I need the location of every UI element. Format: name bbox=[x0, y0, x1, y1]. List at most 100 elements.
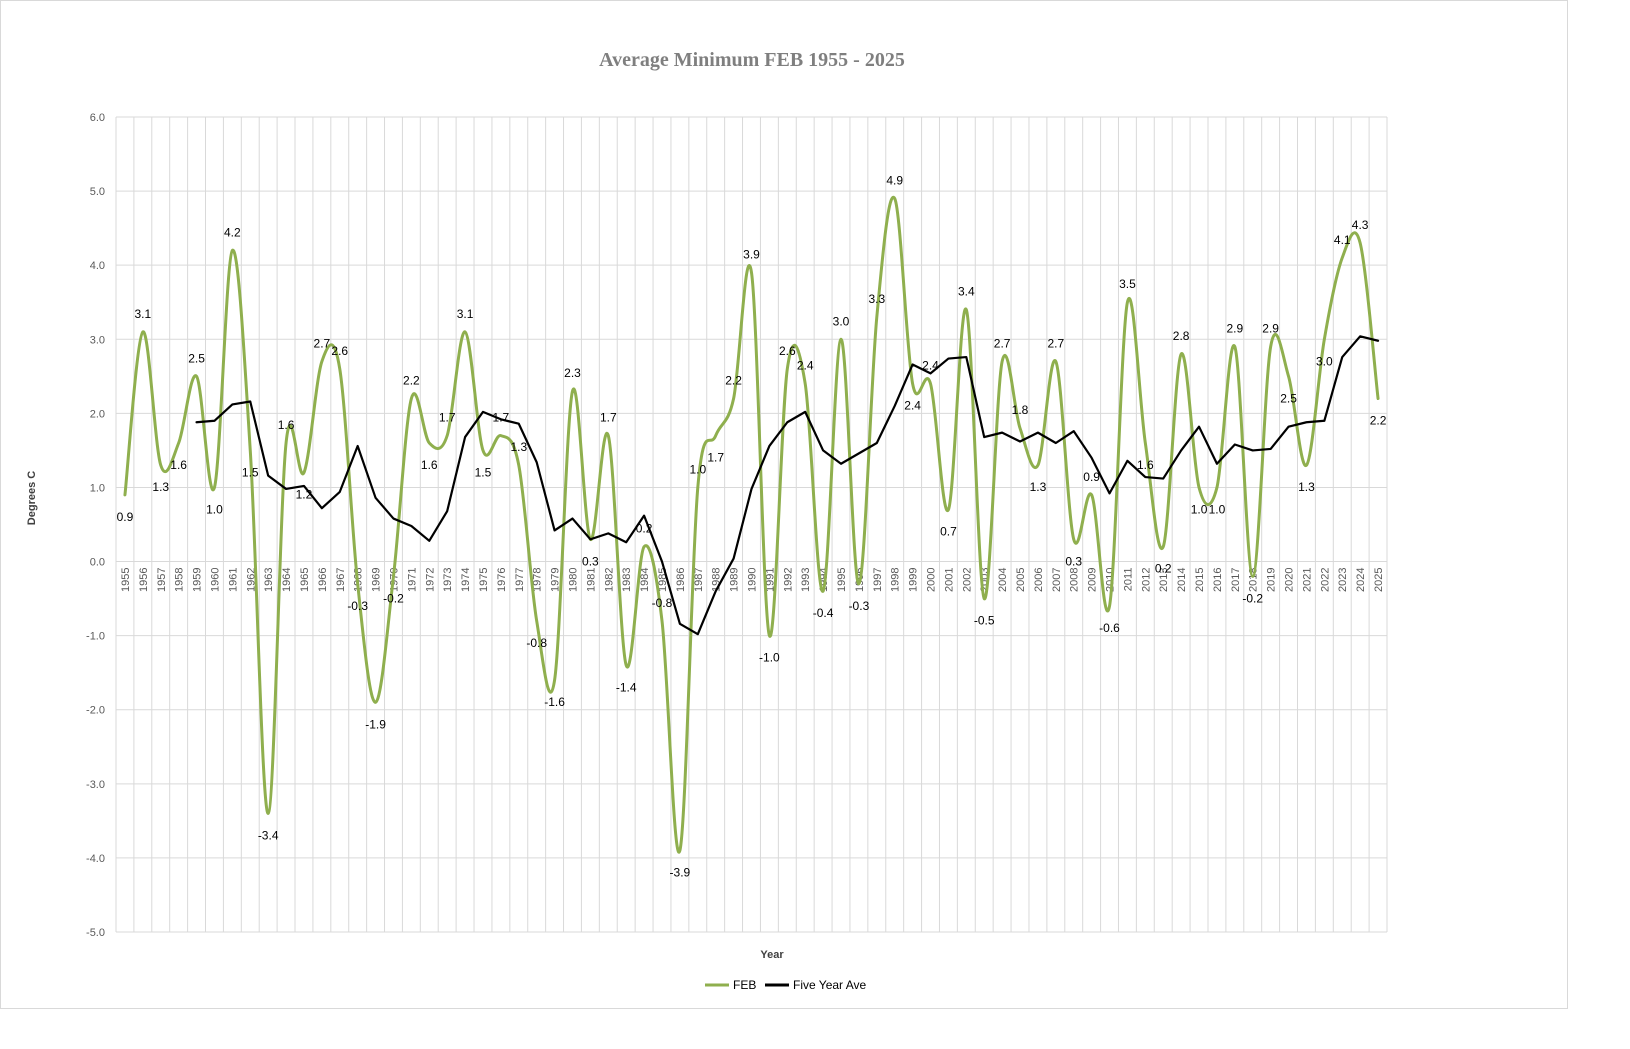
data-label: 2.5 bbox=[188, 351, 205, 365]
x-tick-label: 1966 bbox=[317, 568, 329, 592]
x-tick-label: 2021 bbox=[1301, 568, 1313, 592]
legend: FEB Five Year Ave bbox=[705, 978, 866, 992]
x-tick-label: 2022 bbox=[1319, 568, 1331, 592]
data-label: -0.3 bbox=[849, 599, 870, 613]
x-tick-label: 1983 bbox=[621, 568, 633, 592]
data-label: 1.6 bbox=[170, 458, 187, 472]
data-label: 3.1 bbox=[457, 307, 474, 321]
x-tick-label: 1969 bbox=[371, 568, 383, 592]
data-label: 0.2 bbox=[636, 522, 653, 536]
data-label: 3.9 bbox=[743, 248, 760, 262]
data-label: -0.4 bbox=[813, 606, 834, 620]
x-tick-label: 1999 bbox=[908, 568, 920, 592]
series-line-feb bbox=[123, 195, 1380, 854]
data-label: -0.2 bbox=[383, 591, 404, 605]
x-tick-label: 2012 bbox=[1140, 568, 1152, 592]
x-tick-label: 1986 bbox=[675, 568, 687, 592]
x-tick-label: 1971 bbox=[406, 568, 418, 592]
y-tick-label: -4.0 bbox=[86, 853, 105, 865]
data-label: 4.2 bbox=[224, 225, 241, 239]
x-tick-label: 2000 bbox=[926, 568, 938, 592]
data-label: 2.7 bbox=[1047, 337, 1064, 351]
data-label: 0.9 bbox=[1083, 470, 1100, 484]
data-label: 4.9 bbox=[886, 174, 903, 188]
data-label: 4.1 bbox=[1334, 233, 1351, 247]
data-label: -0.6 bbox=[1099, 621, 1120, 635]
x-tick-label: 2002 bbox=[961, 568, 973, 592]
x-tick-label: 2005 bbox=[1015, 568, 1027, 592]
data-label: 0.2 bbox=[1155, 562, 1172, 576]
data-label: -0.8 bbox=[652, 596, 673, 610]
x-tick-label: 1965 bbox=[299, 568, 311, 592]
x-tick-label: 2025 bbox=[1373, 568, 1385, 592]
data-label: 1.5 bbox=[475, 465, 492, 479]
x-tick-label: 2015 bbox=[1194, 568, 1206, 592]
data-label: 2.4 bbox=[904, 399, 921, 413]
x-tick-label: 2001 bbox=[943, 568, 955, 592]
y-tick-label: -2.0 bbox=[86, 705, 105, 717]
y-tick-label: 0.0 bbox=[90, 557, 105, 569]
data-labels: 0.93.11.31.62.51.04.21.5-3.41.61.22.72.6… bbox=[117, 174, 1387, 880]
data-label: 2.2 bbox=[403, 374, 420, 388]
data-label: 0.7 bbox=[940, 525, 957, 539]
series-lines bbox=[123, 195, 1380, 854]
x-tick-label: 2016 bbox=[1212, 568, 1224, 592]
x-tick-label: 1997 bbox=[872, 568, 884, 592]
data-label: 1.3 bbox=[152, 480, 169, 494]
y-tick-label: 6.0 bbox=[90, 112, 105, 124]
y-tick-label: -3.0 bbox=[86, 779, 105, 791]
data-label: 2.4 bbox=[922, 359, 939, 373]
data-label: 3.5 bbox=[1119, 277, 1136, 291]
chart-frame: Average Minimum FEB 1955 - 2025 -5.0 -4.0… bbox=[0, 0, 1568, 1009]
x-tick-label: 1975 bbox=[478, 568, 490, 592]
x-tick-label: 1978 bbox=[532, 568, 544, 592]
x-tick-label: 1959 bbox=[192, 568, 204, 592]
y-tick-label: -1.0 bbox=[86, 631, 105, 643]
data-label: 0.9 bbox=[117, 510, 134, 524]
data-label: 2.5 bbox=[1280, 391, 1297, 405]
data-label: 1.0 bbox=[1209, 502, 1226, 516]
data-label: 2.9 bbox=[1226, 322, 1243, 336]
data-label: 1.6 bbox=[421, 458, 438, 472]
y-tick-label: 5.0 bbox=[90, 186, 105, 198]
x-axis-ticks: 1955 1956 1957 1958 1959 1960 1961 1962 1963 1964… bbox=[120, 568, 1385, 592]
x-tick-label: 2014 bbox=[1176, 568, 1188, 592]
x-tick-label: 2004 bbox=[997, 568, 1009, 592]
x-tick-label: 1987 bbox=[693, 568, 705, 592]
data-label: 1.3 bbox=[1030, 480, 1047, 494]
x-tick-label: 1981 bbox=[585, 568, 597, 592]
data-label: 1.6 bbox=[1137, 458, 1154, 472]
data-label: 3.3 bbox=[868, 292, 885, 306]
data-label: 2.4 bbox=[797, 359, 814, 373]
data-label: 1.0 bbox=[206, 502, 223, 516]
x-tick-label: 1955 bbox=[120, 568, 132, 592]
x-tick-label: 1982 bbox=[603, 568, 615, 592]
y-tick-label: 2.0 bbox=[90, 408, 105, 420]
data-label: 3.4 bbox=[958, 285, 975, 299]
x-axis-title: Year bbox=[760, 949, 784, 961]
y-tick-label: -5.0 bbox=[86, 927, 105, 939]
line-chart: Average Minimum FEB 1955 - 2025 -5.0 -4.0… bbox=[26, 49, 1388, 992]
x-tick-label: 2008 bbox=[1069, 568, 1081, 592]
data-label: 3.1 bbox=[135, 307, 152, 321]
legend-label-five-year-ave: Five Year Ave bbox=[793, 978, 866, 992]
x-tick-label: 1993 bbox=[800, 568, 812, 592]
y-axis-ticks: -5.0 -4.0 -3.0 -2.0 -1.0 0.0 1.0 2.0 3.0 4.0 5.0 6.… bbox=[86, 112, 105, 939]
data-label: 0.3 bbox=[582, 554, 599, 568]
data-label: 2.6 bbox=[331, 344, 348, 358]
data-label: -1.4 bbox=[616, 680, 637, 694]
x-tick-label: 2017 bbox=[1230, 568, 1242, 592]
series-line-five-year-ave bbox=[195, 335, 1380, 636]
x-tick-label: 1958 bbox=[174, 568, 186, 592]
data-label: -1.9 bbox=[365, 717, 386, 731]
data-label: 3.0 bbox=[1316, 354, 1333, 368]
data-label: 2.2 bbox=[725, 374, 742, 388]
x-tick-label: 2011 bbox=[1122, 568, 1134, 592]
data-label: 1.6 bbox=[278, 418, 295, 432]
x-tick-label: 2007 bbox=[1051, 568, 1063, 592]
data-label: 1.7 bbox=[493, 411, 510, 425]
data-label: 1.2 bbox=[296, 488, 313, 502]
data-label: -0.5 bbox=[974, 614, 995, 628]
data-label: 1.8 bbox=[1012, 403, 1029, 417]
data-label: 4.3 bbox=[1352, 218, 1369, 232]
